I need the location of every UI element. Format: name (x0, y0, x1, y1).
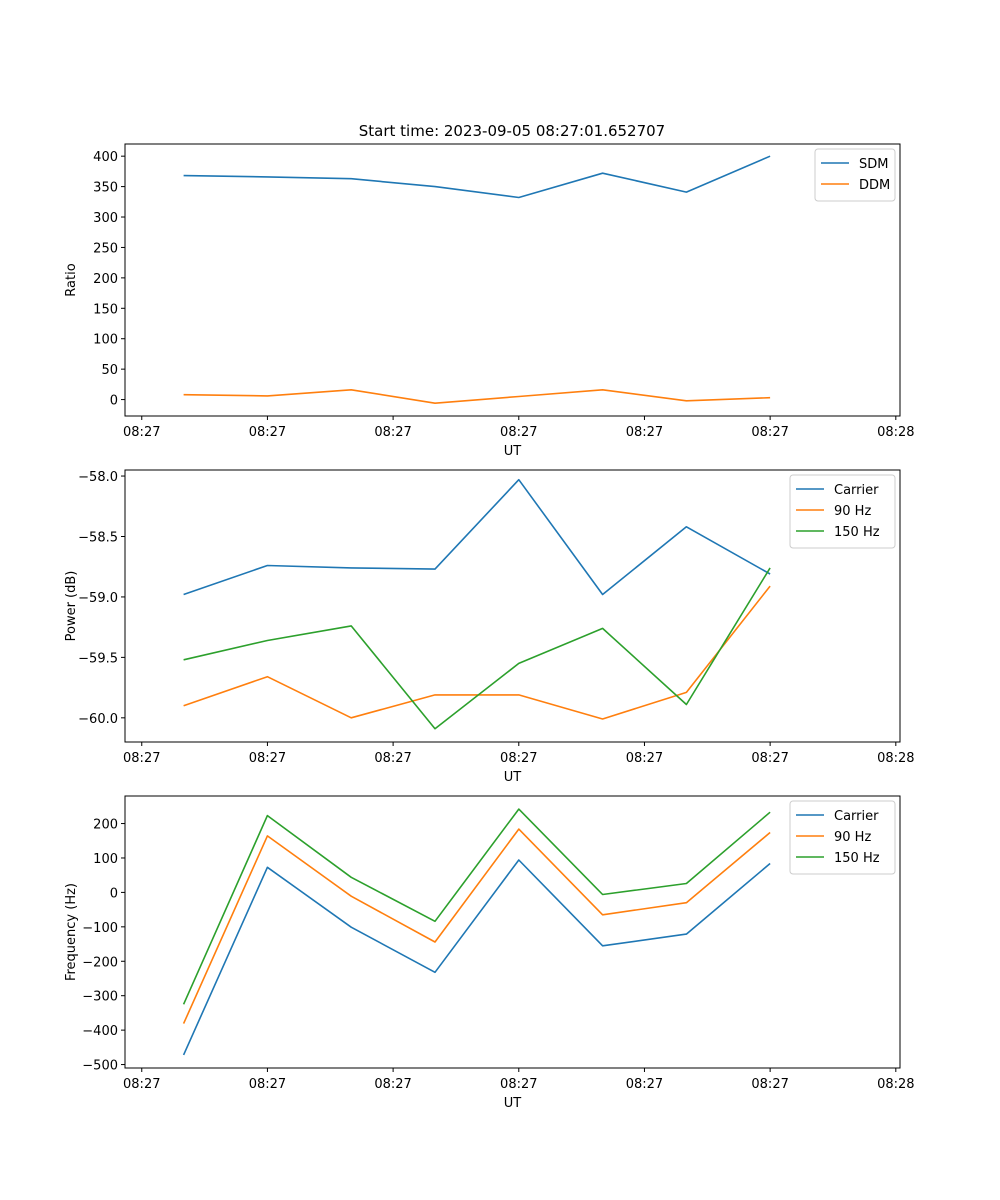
legend-box (789, 474, 896, 549)
axes-frame (124, 795, 901, 1069)
legend: Carrier 90 Hz 150 Hz (789, 474, 896, 549)
series-line-90-hz (182, 828, 771, 1024)
y-tick-label: −300 (82, 990, 118, 1005)
x-tick-label: 08:27 (626, 751, 663, 766)
y-tick-label: −100 (82, 921, 118, 936)
chart-panel-1: 0 50 100 150 200 250 300 350 400 08:27 08:27 08:27 0… (64, 143, 915, 459)
figure-title: Start time: 2023-09-05 08:27:01.652707 (359, 122, 665, 140)
x-tick-label: 08:27 (249, 425, 286, 440)
y-tick-label: 100 (93, 852, 118, 867)
y-tick-label: 0 (110, 394, 118, 409)
x-tick-label: 08:27 (374, 1077, 411, 1092)
series-line-sdm (183, 155, 771, 199)
legend-label-90-hz: 90 Hz (834, 830, 871, 845)
x-tick-label: 08:27 (626, 1077, 663, 1092)
series-lines (182, 808, 771, 1056)
legend: SDM DDM (814, 148, 896, 202)
x-tick-label: 08:27 (751, 751, 788, 766)
x-tick-label: 08:27 (500, 751, 537, 766)
series-lines (183, 478, 771, 730)
series-line-carrier (183, 478, 771, 596)
x-tick-label: 08:27 (751, 1077, 788, 1092)
series-line-carrier (182, 859, 771, 1056)
y-tick-label: −59.0 (78, 591, 118, 606)
series-line-150-hz (182, 808, 771, 1005)
y-tick-label: −59.5 (78, 651, 118, 666)
y-tick-label: −58.5 (78, 530, 118, 545)
y-tick-label: 400 (93, 150, 118, 165)
y-tick-label: −500 (82, 1059, 118, 1074)
axes-frame (124, 143, 901, 417)
y-tick-label: 200 (93, 272, 118, 287)
legend-label-150-hz: 150 Hz (834, 525, 880, 540)
x-tick-label: 08:27 (123, 425, 160, 440)
y-axis-label: Ratio (64, 263, 79, 296)
y-tick-label: 250 (93, 241, 118, 256)
y-tick-label: 50 (101, 363, 118, 378)
x-tick-label: 08:27 (751, 425, 788, 440)
y-tick-label: 100 (93, 333, 118, 348)
x-tick-label: 08:27 (123, 1077, 160, 1092)
legend-box (789, 800, 896, 875)
chart-panel-3: 200 100 0 −100 −200 −300 −400 −500 08:27 08:27 08:… (64, 795, 915, 1111)
chart-panel-2: −58.0 −58.5 −59.0 −59.5 −60.0 08:27 08:27 08:27… (64, 469, 915, 785)
y-axis-label: Frequency (Hz) (64, 883, 79, 981)
legend-label-carrier: Carrier (834, 483, 879, 498)
y-tick-label: −400 (82, 1024, 118, 1039)
x-tick-label: 08:27 (374, 751, 411, 766)
legend-label-ddm: DDM (859, 178, 890, 193)
y-tick-label: −58.0 (78, 470, 118, 485)
x-tick-label: 08:28 (877, 425, 914, 440)
y-tick-label: 350 (93, 181, 118, 196)
y-tick-label: 0 (110, 886, 118, 901)
legend: Carrier 90 Hz 150 Hz (789, 800, 896, 875)
y-tick-label: −200 (82, 955, 118, 970)
x-axis-label: UT (504, 770, 522, 785)
y-tick-label: −60.0 (78, 712, 118, 727)
legend-label-90-hz: 90 Hz (834, 504, 871, 519)
x-axis-label: UT (504, 444, 522, 459)
x-tick-label: 08:28 (877, 751, 914, 766)
y-tick-label: 150 (93, 302, 118, 317)
x-tick-label: 08:27 (500, 425, 537, 440)
y-tick-label: 300 (93, 211, 118, 226)
series-line-150-hz (183, 567, 771, 730)
x-tick-label: 08:27 (249, 1077, 286, 1092)
legend-label-carrier: Carrier (834, 809, 879, 824)
x-tick-label: 08:27 (123, 751, 160, 766)
x-axis-label: UT (504, 1096, 522, 1111)
series-line-ddm (183, 388, 771, 405)
x-tick-label: 08:28 (877, 1077, 914, 1092)
y-tick-label: 200 (93, 818, 118, 833)
x-tick-label: 08:27 (500, 1077, 537, 1092)
series-line-90-hz (183, 585, 771, 720)
legend-label-150-hz: 150 Hz (834, 851, 880, 866)
series-lines (183, 155, 771, 405)
x-tick-label: 08:27 (249, 751, 286, 766)
x-tick-label: 08:27 (626, 425, 663, 440)
y-axis-label: Power (dB) (64, 571, 79, 642)
legend-label-sdm: SDM (859, 157, 888, 172)
x-tick-label: 08:27 (374, 425, 411, 440)
axes-frame (124, 469, 901, 743)
legend-box (814, 148, 896, 202)
chart-panels: 0 50 100 150 200 250 300 350 400 08:27 08:27 08:27 0… (64, 143, 915, 1111)
